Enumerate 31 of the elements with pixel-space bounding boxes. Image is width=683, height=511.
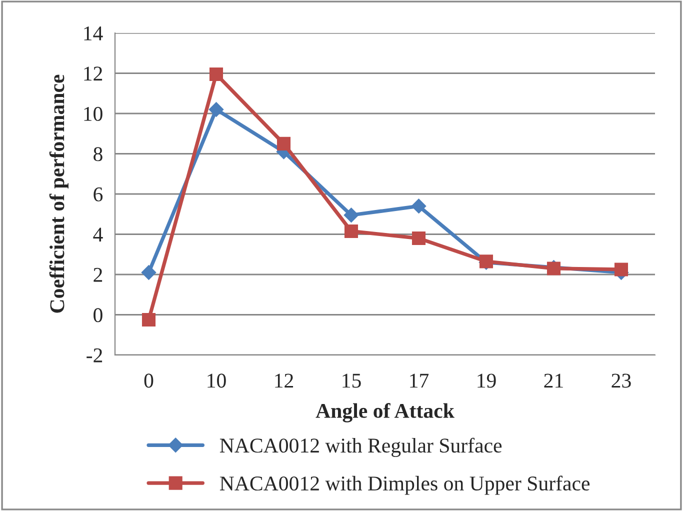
y-tick-label: -2: [86, 348, 102, 362]
x-tick-label: 17: [410, 374, 429, 388]
x-tick-label: 10: [208, 374, 226, 388]
y-tick-label: 6: [94, 187, 103, 202]
x-tick-label: 15: [342, 374, 361, 388]
y-tick-label: 12: [84, 66, 102, 80]
point: [614, 262, 628, 276]
legend-label: NACA0012 with Regular Surface: [220, 438, 502, 457]
point: [142, 313, 156, 327]
point: [412, 232, 426, 246]
x-tick-label: 21: [544, 374, 563, 388]
x-tick-label: 23: [612, 374, 631, 388]
point: [208, 102, 224, 117]
x-tick-label: 19: [478, 374, 496, 388]
x-axis-title: Angle of Attack: [316, 403, 454, 422]
y-tick-label: 8: [94, 147, 102, 162]
x-tick-label: 12: [275, 374, 294, 388]
y-axis-title: Coefficient of performance: [49, 74, 68, 313]
point: [209, 67, 224, 82]
y-tick-label: 4: [93, 228, 103, 242]
y-tick-label: 14: [84, 26, 103, 40]
x-tick-label: 0: [144, 374, 154, 388]
legend-label: NACA0012 with Dimples on Upper Surface: [220, 476, 590, 495]
y-tick-label: 0: [94, 308, 102, 322]
point: [276, 136, 291, 150]
point: [141, 265, 156, 280]
point: [344, 208, 359, 223]
point: [344, 224, 358, 238]
y-tick-label: 2: [94, 268, 102, 282]
y-tick-label: 10: [84, 106, 102, 121]
point: [411, 198, 426, 214]
